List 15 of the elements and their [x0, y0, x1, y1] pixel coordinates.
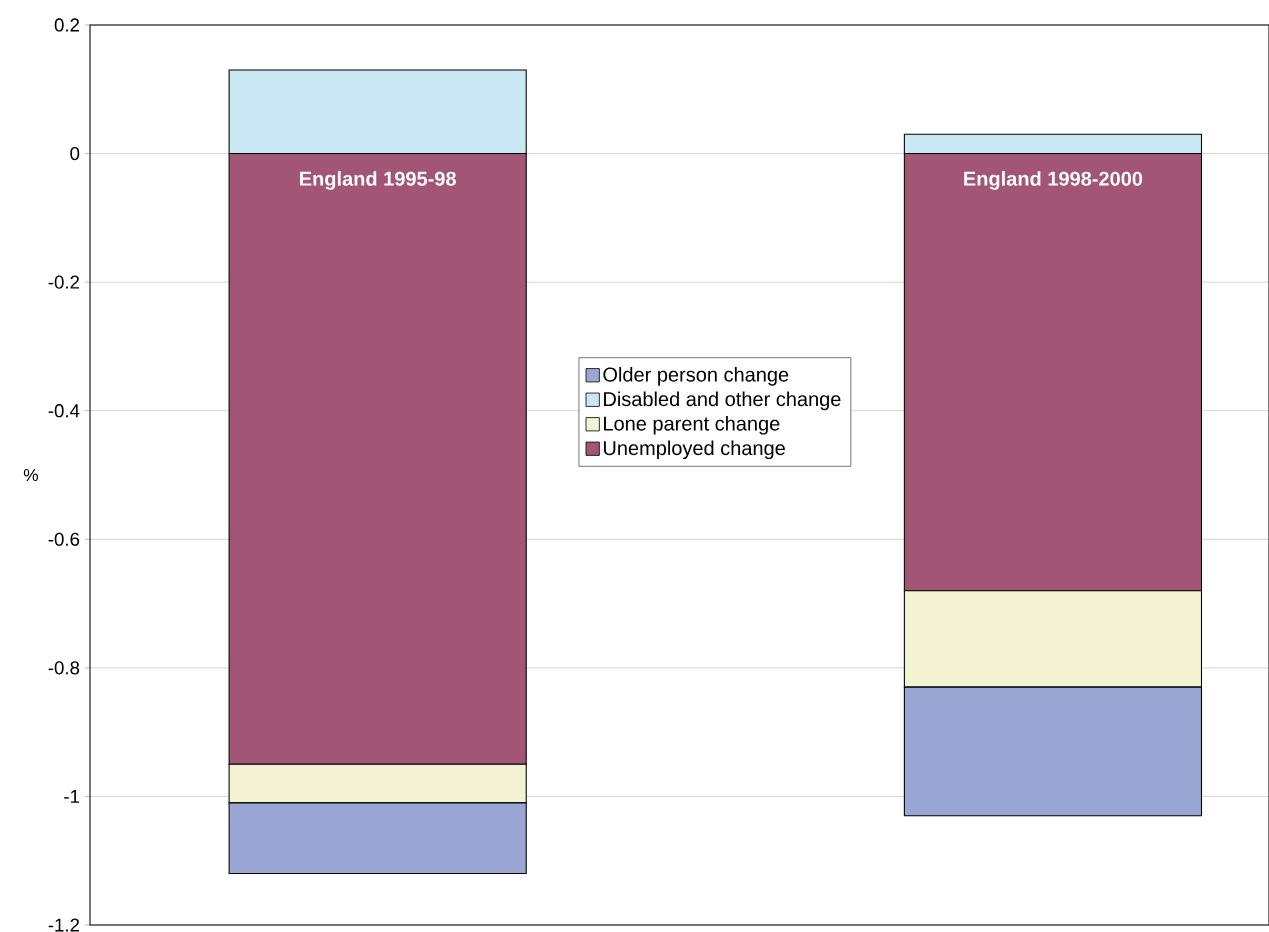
y-tick-label: 0.2: [54, 18, 80, 32]
legend-label: Unemployed change: [603, 440, 785, 460]
legend-label: Older person change: [603, 367, 789, 386]
y-tick-label: 0: [70, 146, 80, 161]
y-tick-label: -1: [64, 790, 80, 803]
x-tick-label: England 1998-2000: [964, 171, 1143, 190]
legend-label: Disabled and other change: [604, 391, 841, 411]
y-tick-label: -0.4: [48, 404, 80, 418]
y-tick-label: -1.2: [48, 918, 80, 932]
y-axis-title: %: [23, 468, 39, 482]
y-tick-label: -0.8: [48, 661, 80, 675]
y-tick-label: -0.2: [48, 275, 80, 289]
legend-label: Lone parent change: [604, 415, 780, 435]
y-tick-label: -0.6: [48, 532, 80, 546]
x-tick-label: England 1995-98: [300, 171, 456, 190]
